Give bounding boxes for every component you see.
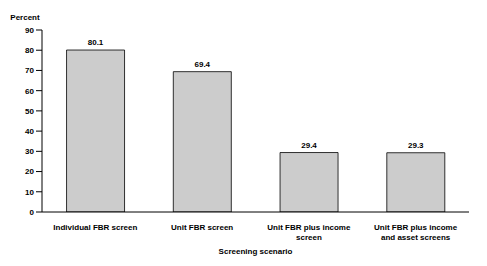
svg-text:40: 40 <box>25 127 34 136</box>
svg-text:60: 60 <box>25 87 34 96</box>
svg-text:30: 30 <box>25 147 34 156</box>
svg-text:70: 70 <box>25 66 34 75</box>
svg-text:29.3: 29.3 <box>408 141 424 150</box>
svg-text:Percent: Percent <box>10 13 40 22</box>
svg-text:Screening scenario: Screening scenario <box>219 247 293 256</box>
svg-text:80: 80 <box>25 46 34 55</box>
svg-text:0: 0 <box>30 208 35 217</box>
svg-text:50: 50 <box>25 107 34 116</box>
svg-text:Unit FBR plus incomescreen: Unit FBR plus incomescreen <box>267 223 351 242</box>
svg-text:10: 10 <box>25 188 34 197</box>
svg-text:80.1: 80.1 <box>88 38 104 47</box>
svg-text:69.4: 69.4 <box>195 60 211 69</box>
svg-text:Unit FBR screen: Unit FBR screen <box>171 223 233 232</box>
svg-text:29.4: 29.4 <box>301 141 317 150</box>
svg-text:Individual FBR screen: Individual FBR screen <box>53 223 137 232</box>
svg-text:Unit FBR plus incomeand asset: Unit FBR plus incomeand asset screens <box>374 223 458 242</box>
svg-text:90: 90 <box>25 26 34 35</box>
svg-text:20: 20 <box>25 167 34 176</box>
